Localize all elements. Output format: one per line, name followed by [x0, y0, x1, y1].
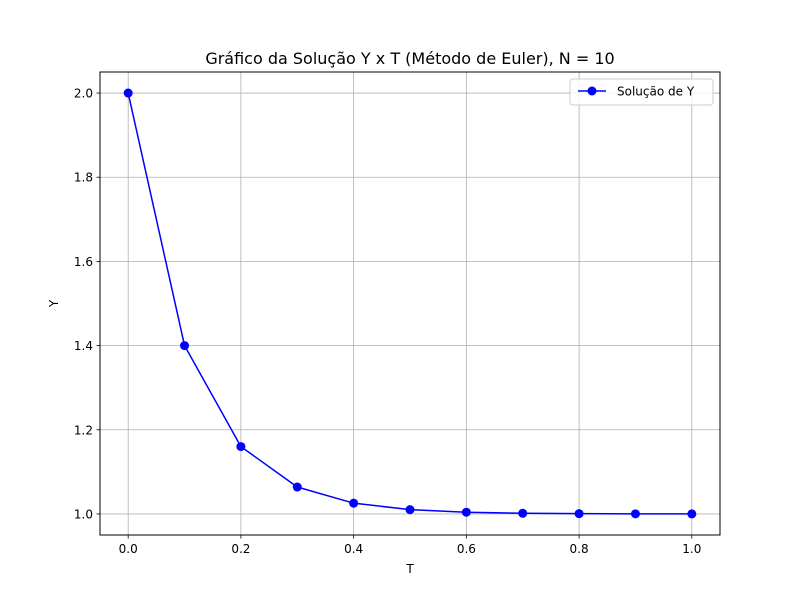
y-tick-label: 1.6: [74, 255, 93, 269]
y-tick-label: 1.0: [74, 507, 93, 521]
x-tick-label: 0.0: [119, 542, 138, 556]
data-point: [518, 508, 528, 518]
legend-marker-sample: [587, 86, 597, 96]
x-axis-label: T: [405, 562, 414, 576]
data-point: [292, 482, 302, 492]
x-tick-label: 0.8: [570, 542, 589, 556]
x-tick-label: 0.4: [344, 542, 363, 556]
legend-label: Solução de Y: [617, 85, 695, 99]
y-tick-label: 1.4: [74, 339, 93, 353]
data-point: [687, 509, 697, 519]
data-point: [349, 498, 359, 508]
chart-title: Gráfico da Solução Y x T (Método de Eule…: [205, 49, 614, 68]
y-tick-label: 1.2: [74, 423, 93, 437]
axis-ticks: 0.0 0.2 0.4 0.6 0.8 1.0 1.0 1.2 1.4 1.6 1.8 2.0: [74, 87, 701, 556]
y-tick-label: 2.0: [74, 87, 93, 101]
data-point: [405, 505, 415, 515]
data-point: [461, 507, 471, 517]
data-point: [236, 442, 246, 452]
grid: [100, 72, 720, 535]
data-point: [123, 88, 133, 98]
series-layer: [123, 88, 697, 519]
legend: Solução de Y: [569, 78, 714, 106]
x-tick-label: 0.2: [231, 542, 250, 556]
data-point: [574, 509, 584, 519]
legend-box: [569, 78, 714, 106]
y-axis-label: Y: [47, 299, 61, 308]
data-point: [180, 341, 190, 351]
y-tick-label: 1.8: [74, 171, 93, 185]
x-tick-label: 1.0: [682, 542, 701, 556]
data-point: [630, 509, 640, 519]
x-tick-label: 0.6: [457, 542, 476, 556]
plot-frame: [99, 71, 721, 536]
